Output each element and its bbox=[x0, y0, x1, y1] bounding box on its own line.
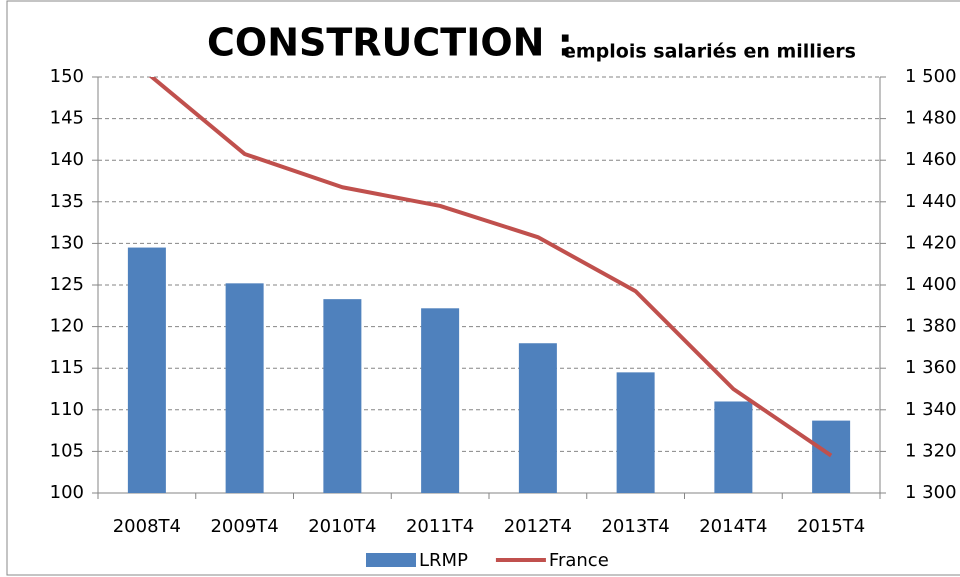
bar bbox=[421, 308, 460, 493]
y2-tick-label: 1 360 bbox=[905, 357, 957, 378]
y-tick-label: 130 bbox=[50, 232, 84, 253]
bar bbox=[812, 420, 851, 493]
y-tick-label: 115 bbox=[50, 357, 84, 378]
bar bbox=[127, 247, 166, 493]
y2-tick-label: 1 340 bbox=[905, 399, 957, 420]
legend-label: LRMP bbox=[419, 550, 468, 571]
bar bbox=[616, 372, 655, 493]
x-tick-label: 2015T4 bbox=[797, 516, 865, 537]
x-tick-label: 2010T4 bbox=[308, 516, 376, 537]
bar bbox=[714, 401, 753, 493]
y2-tick-label: 1 380 bbox=[905, 316, 957, 337]
y2-tick-label: 1 440 bbox=[905, 191, 957, 212]
y2-tick-label: 1 460 bbox=[905, 149, 957, 170]
x-tick-label: 2012T4 bbox=[504, 516, 572, 537]
y2-tick-label: 1 500 bbox=[905, 66, 957, 87]
x-tick-label: 2009T4 bbox=[210, 516, 278, 537]
line bbox=[148, 77, 833, 458]
x-tick-label: 2008T4 bbox=[113, 516, 181, 537]
y2-tick-label: 1 480 bbox=[905, 108, 957, 129]
legend-swatch bbox=[366, 553, 416, 567]
legend-label: France bbox=[549, 550, 609, 571]
y-tick-label: 120 bbox=[50, 316, 84, 337]
y2-tick-label: 1 320 bbox=[905, 440, 957, 461]
y-tick-label: 150 bbox=[50, 66, 84, 87]
x-tick-label: 2011T4 bbox=[406, 516, 474, 537]
chart-subtitle: emplois salariés en milliers bbox=[563, 41, 856, 63]
x-tick-label: 2013T4 bbox=[601, 516, 669, 537]
chart-title: CONSTRUCTION : bbox=[207, 21, 573, 65]
y-tick-label: 105 bbox=[50, 440, 84, 461]
y-tick-label: 125 bbox=[50, 274, 84, 295]
y2-tick-label: 1 300 bbox=[905, 482, 957, 503]
y-tick-label: 110 bbox=[50, 399, 84, 420]
y-tick-label: 135 bbox=[50, 191, 84, 212]
y2-tick-label: 1 400 bbox=[905, 274, 957, 295]
x-tick-label: 2014T4 bbox=[699, 516, 767, 537]
bar bbox=[225, 283, 264, 493]
y-tick-label: 145 bbox=[50, 108, 84, 129]
y-tick-label: 140 bbox=[50, 149, 84, 170]
bar bbox=[323, 299, 362, 493]
y-tick-label: 100 bbox=[50, 482, 84, 503]
bar bbox=[518, 343, 557, 493]
y2-tick-label: 1 420 bbox=[905, 232, 957, 253]
